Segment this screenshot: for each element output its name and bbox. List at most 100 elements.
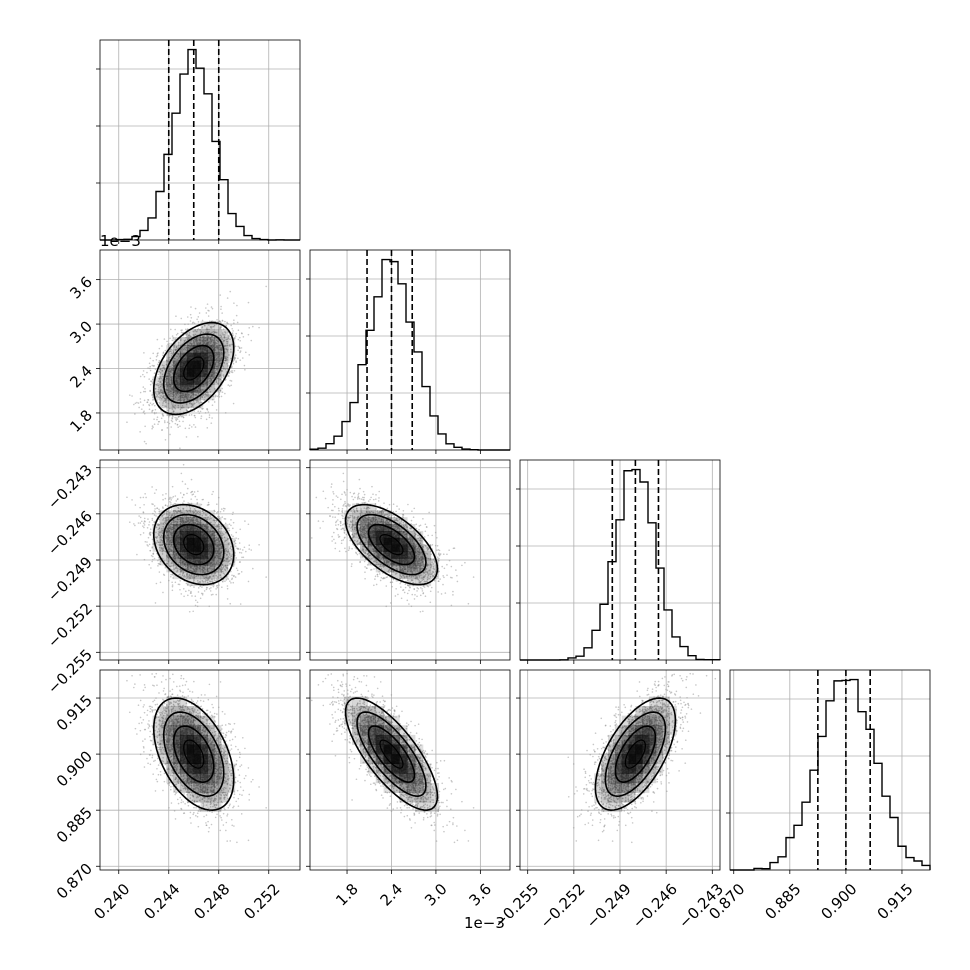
scatter-point <box>139 516 142 519</box>
scatter-point <box>154 511 157 513</box>
scatter-point <box>168 372 170 375</box>
scatter-point <box>173 346 176 348</box>
scatter-point <box>144 492 146 495</box>
scatter-point <box>171 364 174 366</box>
scatter-point <box>206 339 209 342</box>
scatter-point <box>148 521 151 523</box>
scatter-point <box>185 395 187 398</box>
scatter-point <box>171 420 174 423</box>
scatter-point <box>148 362 151 365</box>
scatter-point <box>229 602 232 605</box>
scatter-point <box>168 358 170 361</box>
scatter-point <box>214 367 217 370</box>
scatter-point <box>222 340 225 343</box>
scatter-point <box>158 378 160 380</box>
scatter-point <box>185 403 188 406</box>
scatter-point <box>165 359 168 362</box>
scatter-point <box>226 350 229 352</box>
scatter-point <box>231 343 233 345</box>
scatter-point <box>205 418 208 421</box>
scatter-point <box>219 373 221 376</box>
scatter-point <box>163 364 165 367</box>
scatter-point <box>169 393 172 395</box>
scatter-point <box>175 500 178 502</box>
scatter-point <box>143 399 146 402</box>
scatter-point <box>233 369 236 372</box>
scatter-point <box>222 510 225 512</box>
scatter-point <box>252 567 254 570</box>
scatter-point <box>164 438 167 441</box>
scatter-point <box>231 365 233 368</box>
scatter-point <box>239 561 241 563</box>
scatter-point <box>147 545 149 547</box>
scatter-point <box>186 492 188 495</box>
scatter-point <box>167 360 169 363</box>
scatter-point <box>205 588 208 591</box>
scatter-point <box>224 368 227 371</box>
scatter-point <box>206 408 208 410</box>
scatter-point <box>162 390 164 393</box>
scatter-point <box>174 338 177 341</box>
scatter-point <box>221 391 224 393</box>
scatter-point <box>179 425 181 427</box>
scatter-point <box>165 381 168 384</box>
scatter-point <box>182 400 185 402</box>
scatter-point <box>207 504 210 506</box>
scatter-point <box>143 522 145 525</box>
scatter-point <box>180 317 183 320</box>
scatter-point <box>219 327 221 330</box>
scatter-point <box>158 370 161 373</box>
scatter-point <box>184 348 186 351</box>
scatter-point <box>227 365 229 367</box>
scatter-point <box>187 395 190 398</box>
scatter-point <box>224 357 226 360</box>
scatter-point <box>155 582 158 585</box>
scatter-point <box>178 420 181 423</box>
scatter-point <box>218 363 221 365</box>
scatter-point <box>144 390 147 393</box>
scatter-point <box>230 357 232 360</box>
scatter-point <box>194 394 197 396</box>
scatter-point <box>181 480 184 483</box>
scatter-point <box>167 357 170 359</box>
scatter-point <box>191 405 194 407</box>
scatter-point <box>199 597 202 600</box>
scatter-point <box>190 340 192 342</box>
scatter-point <box>180 593 183 595</box>
scatter-point <box>191 493 194 496</box>
density-cell <box>207 337 215 346</box>
scatter-point <box>164 401 167 404</box>
density-cell <box>193 337 201 346</box>
scatter-point <box>214 341 217 343</box>
scatter-point <box>224 332 227 334</box>
scatter-point <box>212 330 215 333</box>
scatter-point <box>197 435 199 438</box>
scatter-point <box>192 340 195 342</box>
scatter-point <box>227 337 230 340</box>
scatter-point <box>189 320 192 322</box>
scatter-point <box>151 382 154 384</box>
scatter-point <box>176 417 178 419</box>
scatter-point <box>196 337 198 340</box>
scatter-point <box>212 593 214 596</box>
scatter-point <box>143 503 145 506</box>
scatter-point <box>174 328 176 331</box>
scatter-point <box>214 337 216 339</box>
scatter-point <box>232 535 234 538</box>
scatter-point <box>241 549 244 551</box>
scatter-point <box>210 586 212 589</box>
scatter-point <box>188 394 190 396</box>
scatter-point <box>165 492 167 495</box>
scatter-point <box>211 404 214 407</box>
scatter-point <box>172 351 175 353</box>
scatter-point <box>203 337 205 340</box>
scatter-point <box>147 398 149 401</box>
scatter-point <box>226 587 229 590</box>
scatter-point <box>185 436 188 438</box>
density-cell <box>214 344 222 354</box>
scatter-point <box>171 405 174 408</box>
scatter-point <box>142 511 145 513</box>
scatter-point <box>211 331 213 334</box>
hist-grid-3 <box>730 670 930 870</box>
scatter-point <box>168 414 171 417</box>
